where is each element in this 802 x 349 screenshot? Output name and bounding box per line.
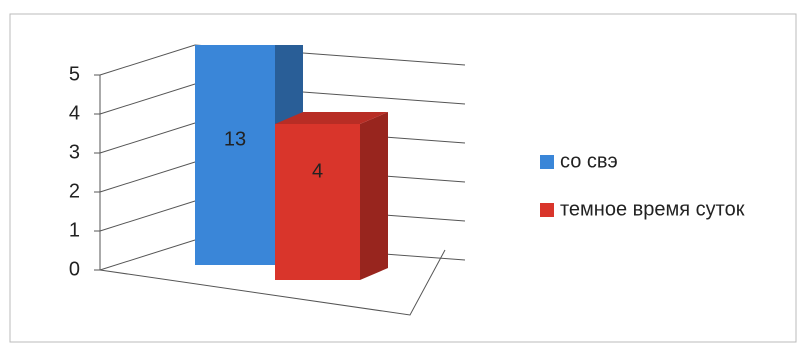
- bar-top: [275, 112, 388, 124]
- floor: [99, 249, 446, 316]
- bar-side: [360, 112, 388, 280]
- y-tick-label: 1: [69, 219, 80, 241]
- bars: [195, 45, 388, 280]
- bar: [195, 45, 275, 265]
- chart-frame: [9, 13, 797, 343]
- legend-label: со свэ: [560, 150, 618, 172]
- data-label: 13: [224, 128, 246, 150]
- bar: [275, 124, 360, 280]
- y-tick-label: 2: [69, 180, 80, 202]
- y-tick-label: 0: [69, 258, 80, 280]
- legend-label: темное время суток: [560, 198, 745, 220]
- data-label: 4: [312, 160, 323, 182]
- legend-swatch: [540, 155, 554, 169]
- labels: 0 1 2 3 4 5 13 со свэ 4 темное время суток: [69, 63, 745, 280]
- legend-swatch: [540, 203, 554, 217]
- y-tick-label: 3: [69, 141, 80, 163]
- y-tick-label: 4: [69, 102, 80, 124]
- y-tick-label: 5: [69, 63, 80, 85]
